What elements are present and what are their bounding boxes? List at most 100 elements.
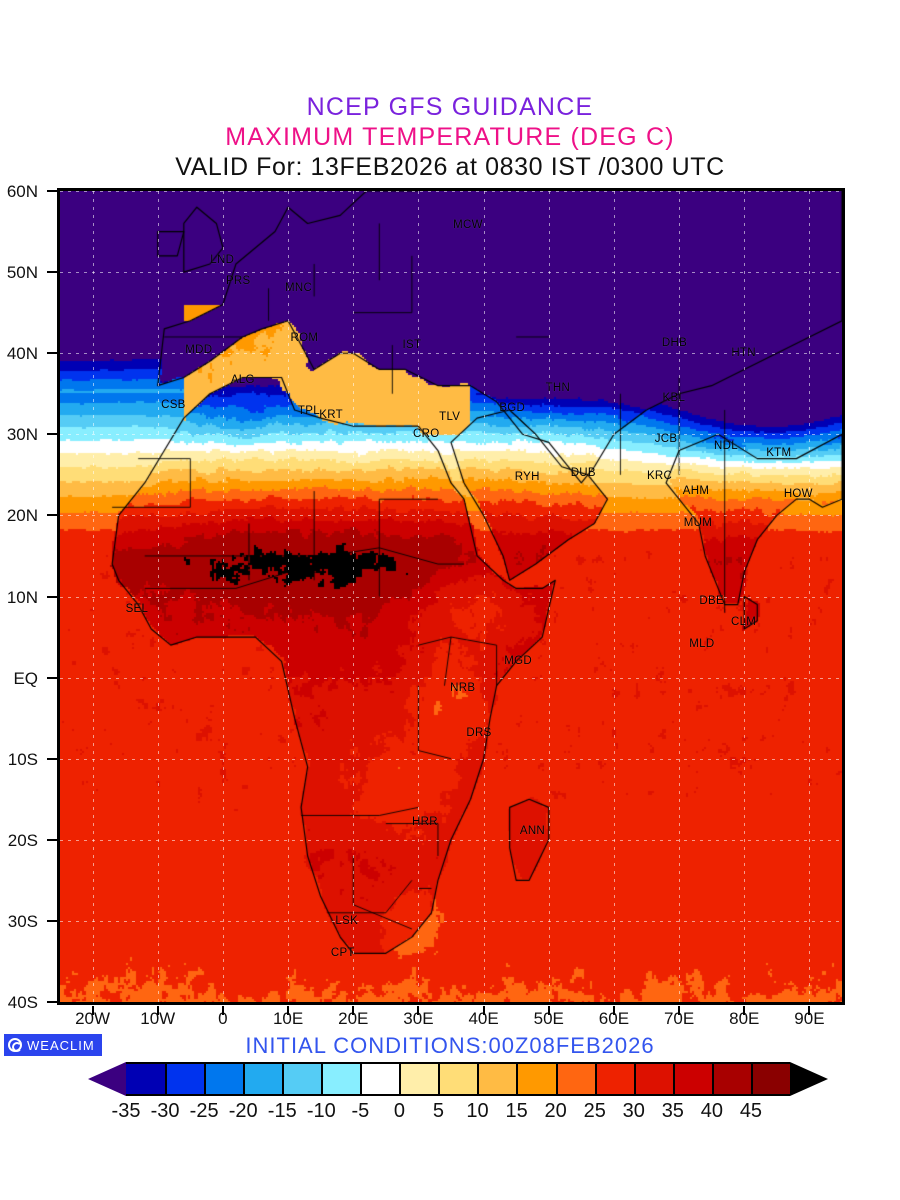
city-label: DRS xyxy=(466,726,492,739)
x-axis-tick xyxy=(91,1006,94,1015)
y-axis-tick xyxy=(47,271,57,274)
x-axis-label: 50E xyxy=(533,1009,564,1028)
weaclim-circle-icon xyxy=(8,1038,22,1052)
city-label: LSK xyxy=(335,914,359,927)
city-label: KRC xyxy=(646,469,673,482)
city-label: TPL xyxy=(297,404,320,417)
colorbar-swatch xyxy=(711,1064,751,1094)
x-axis-tick xyxy=(743,1006,746,1015)
colorbar-tick: 40 xyxy=(700,1100,723,1122)
city-label: MDD xyxy=(185,343,213,356)
colorbar-swatches xyxy=(126,1062,790,1096)
colorbar-tick: -10 xyxy=(306,1100,336,1122)
city-label: KRT xyxy=(319,408,343,421)
city-label: BGD xyxy=(499,401,526,414)
y-axis-label: 30N xyxy=(6,425,38,445)
x-axis-tick xyxy=(156,1006,159,1015)
colorbar-swatch xyxy=(360,1064,400,1094)
colorbar-tick: 35 xyxy=(661,1100,684,1122)
city-label: HTN xyxy=(731,347,756,360)
city-label: CSB xyxy=(161,399,186,412)
x-axis-tick xyxy=(287,1006,290,1015)
page-title-variable: MAXIMUM TEMPERATURE (DEG C) xyxy=(225,123,675,151)
colorbar-tick: 15 xyxy=(505,1100,528,1122)
colorbar-over-arrow xyxy=(790,1062,828,1096)
y-axis-label: 20S xyxy=(7,830,38,850)
x-axis-label: 70E xyxy=(663,1009,695,1028)
city-label: ANN xyxy=(519,824,546,837)
x-axis-tick xyxy=(547,1006,550,1015)
colorbar-swatch xyxy=(399,1064,439,1094)
colorbar-swatch xyxy=(126,1064,166,1094)
x-axis-tick xyxy=(482,1006,485,1015)
colorbar-swatch xyxy=(243,1064,283,1094)
y-axis-label: 50N xyxy=(6,263,38,283)
y-axis-label: EQ xyxy=(13,668,38,688)
weaclim-label: WEACLIM xyxy=(27,1037,95,1053)
colorbar-tick: 20 xyxy=(544,1100,567,1122)
page-title-model: NCEP GFS GUIDANCE xyxy=(306,93,594,121)
temperature-heatmap-canvas xyxy=(60,191,842,1002)
city-label: RYH xyxy=(514,471,540,484)
y-axis-tick xyxy=(47,595,57,598)
city-label: KTM xyxy=(766,446,792,459)
city-label: DBE xyxy=(699,594,724,607)
x-axis-label: 10E xyxy=(272,1009,304,1028)
colorbar-swatch xyxy=(594,1064,634,1094)
x-axis-label: 10W xyxy=(140,1009,176,1028)
map-plot-area[interactable]: MCW LND PRS MNC ROM IST MDD ALG CSB TPL KRT TLV CRO B… xyxy=(57,188,845,1005)
colorbar-swatch xyxy=(750,1064,790,1094)
city-label: AHM xyxy=(682,485,710,498)
x-axis-label: 90E xyxy=(794,1009,825,1028)
city-label: NRB xyxy=(450,682,476,695)
x-axis-tick xyxy=(678,1006,681,1015)
x-axis-label: 20E xyxy=(338,1009,369,1028)
colorbar-swatch xyxy=(555,1064,595,1094)
city-label: HOW xyxy=(783,488,813,501)
x-axis-label: 20W xyxy=(75,1009,111,1028)
city-label: PRS xyxy=(225,275,251,288)
city-label: HRR xyxy=(412,815,438,828)
colorbar-tick: 10 xyxy=(466,1100,489,1122)
city-label: ALG xyxy=(230,373,255,386)
city-label: MGD xyxy=(504,654,532,667)
city-label: TLV xyxy=(439,411,461,424)
city-label: DUB xyxy=(570,467,596,480)
colorbar-tick: 30 xyxy=(622,1100,645,1122)
y-axis-tick xyxy=(47,1001,57,1003)
city-label: MNC xyxy=(284,281,313,294)
colorbar-swatch xyxy=(438,1064,478,1094)
city-label: MCW xyxy=(453,219,483,232)
colorbar-swatch xyxy=(633,1064,673,1094)
colorbar-swatch xyxy=(477,1064,517,1094)
colorbar-tick: -5 xyxy=(351,1100,370,1122)
y-axis-label: 40S xyxy=(7,993,38,1012)
x-axis-tick xyxy=(808,1006,811,1015)
city-label: MUM xyxy=(683,516,713,529)
y-axis-tick xyxy=(47,433,57,436)
city-label: CPT xyxy=(330,946,355,959)
city-label: NDL xyxy=(714,439,738,452)
colorbar-tick: 25 xyxy=(583,1100,606,1122)
y-axis-label: 40N xyxy=(6,344,38,364)
colorbar-swatch xyxy=(204,1064,244,1094)
y-axis-label: 10N xyxy=(6,587,38,607)
colorbar-tick: -15 xyxy=(267,1100,297,1122)
y-axis-tick xyxy=(47,352,57,355)
colorbar[interactable]: -35 -30 -25 -20 -15 -10 -5 0 5 10 15 20 25 30 35 40 45 xyxy=(88,1062,828,1132)
weaclim-logo-badge[interactable]: WEACLIM xyxy=(4,1034,102,1056)
city-label: MLD xyxy=(689,637,715,650)
city-label: SEL xyxy=(125,602,149,615)
city-label: ROM xyxy=(290,331,319,344)
y-axis-tick xyxy=(47,190,57,192)
x-axis-tick xyxy=(352,1006,355,1015)
colorbar-swatch xyxy=(516,1064,556,1094)
y-axis-label: 10S xyxy=(7,749,38,769)
colorbar-tick: 5 xyxy=(432,1100,445,1122)
colorbar-tick: -25 xyxy=(189,1100,219,1122)
colorbar-tick-labels: -35 -30 -25 -20 -15 -10 -5 0 5 10 15 20 25 30 35 40 45 xyxy=(112,1100,790,1126)
colorbar-tick: -35 xyxy=(111,1100,141,1122)
x-axis-label: 30E xyxy=(403,1009,434,1028)
city-label: IST xyxy=(402,339,422,352)
colorbar-tick: -30 xyxy=(150,1100,180,1122)
